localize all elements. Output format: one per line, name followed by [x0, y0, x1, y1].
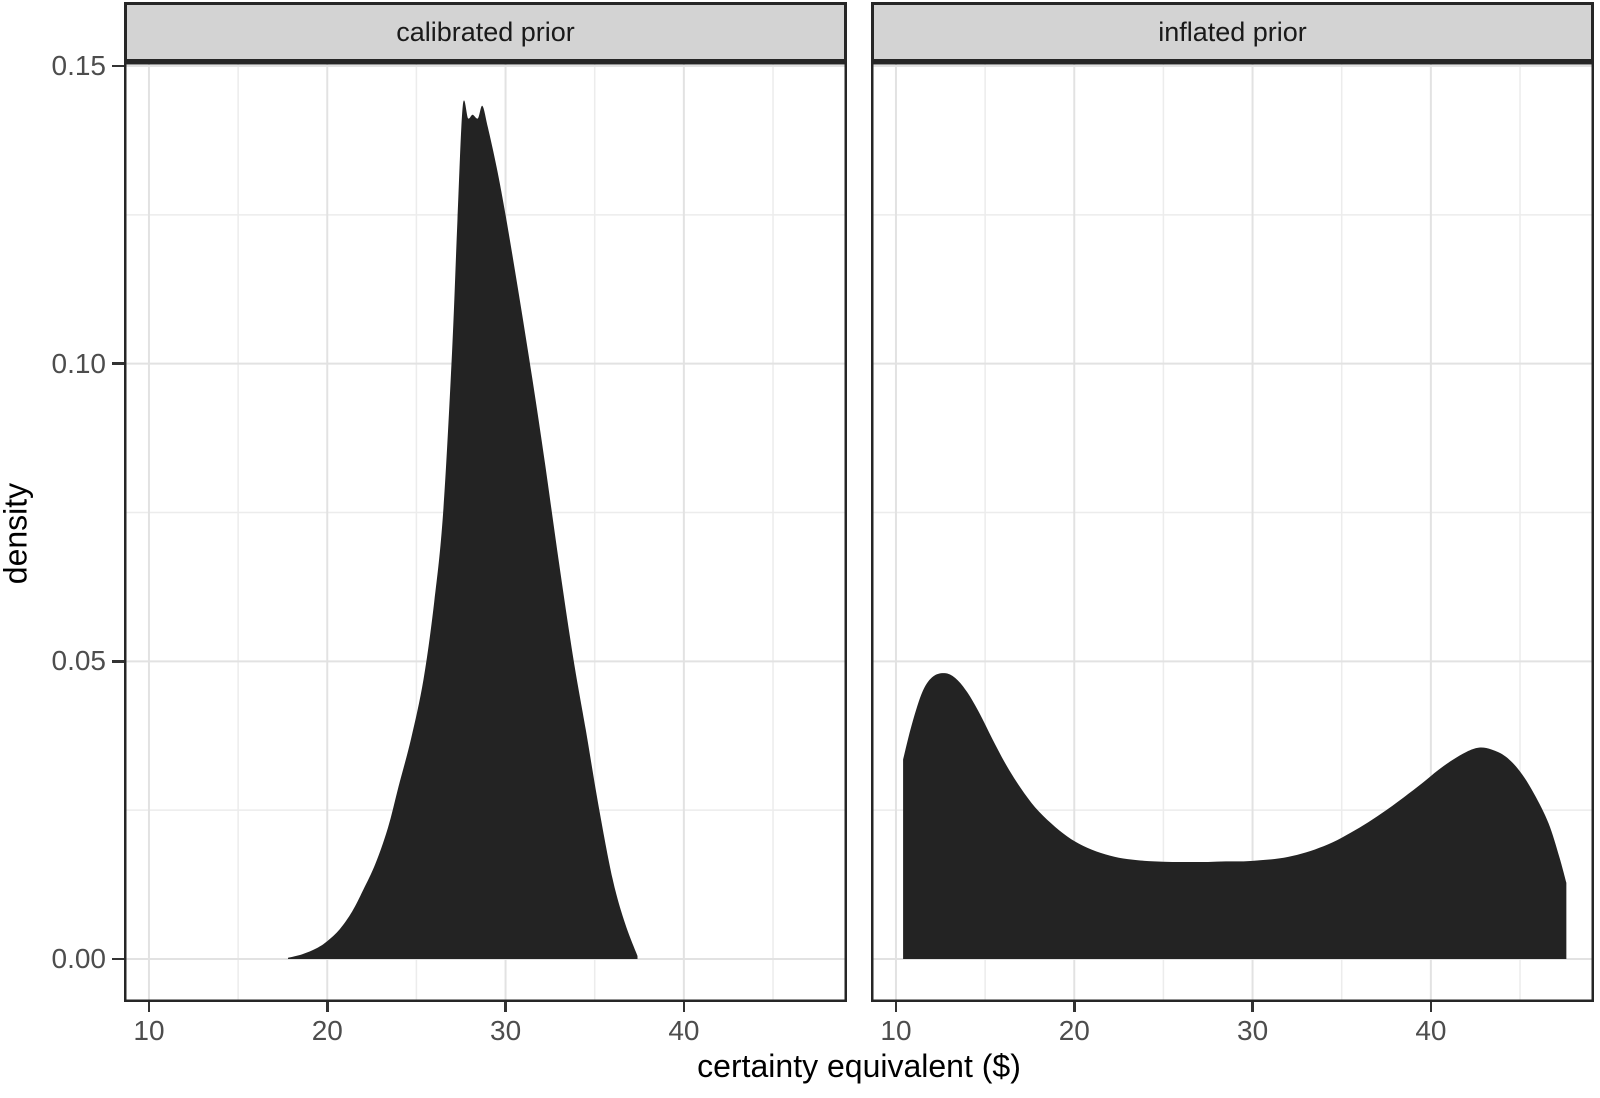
x-tick-label: 40 — [668, 1015, 700, 1046]
y-tick-label: 0.15 — [51, 50, 107, 81]
y-tick-label: 0.05 — [51, 645, 107, 677]
x-tick-label: 10 — [133, 1015, 165, 1046]
x-tick-mark — [326, 1002, 329, 1012]
facet-strip-calibrated-prior: calibrated prior — [124, 2, 847, 62]
x-tick-mark — [1429, 1002, 1433, 1012]
facet-inflated-prior: inflated prior — [871, 2, 1594, 1012]
density-area — [903, 673, 1567, 959]
density-panel-inflated-prior — [871, 62, 1594, 1002]
y-tick-mark — [112, 957, 124, 961]
y-tick-mark — [112, 64, 124, 68]
x-tick-mark — [682, 1002, 686, 1012]
y-tick-label: 0.00 — [51, 943, 107, 974]
x-axis-title: certainty equivalent ($) — [697, 1048, 1021, 1084]
y-tick-mark — [112, 362, 124, 365]
x-tick-label: 20 — [1058, 1015, 1090, 1046]
facet-strip-inflated-prior: inflated prior — [871, 2, 1594, 62]
panel-border — [124, 62, 847, 1002]
x-tick-mark — [504, 1002, 507, 1012]
x-tick-mark — [1073, 1002, 1076, 1012]
x-tick-label: 20 — [311, 1015, 343, 1046]
x-tick-mark — [1251, 1002, 1254, 1012]
facet-strip-label: calibrated prior — [396, 16, 575, 47]
x-tick-label: 30 — [490, 1015, 522, 1046]
density-panel-calibrated-prior — [124, 62, 847, 1002]
x-tick-label: 10 — [880, 1015, 912, 1046]
panel-border — [871, 62, 1594, 1002]
x-tick-mark — [894, 1002, 898, 1012]
facet-calibrated-prior: calibrated prior — [124, 2, 847, 1012]
density-area — [288, 100, 638, 959]
x-tick-label: 40 — [1415, 1015, 1447, 1046]
y-tick-mark — [112, 660, 124, 663]
x-tick-mark — [147, 1002, 151, 1012]
facet-strip-label: inflated prior — [1158, 16, 1307, 47]
x-tick-label: 30 — [1237, 1015, 1269, 1046]
y-tick-label: 0.10 — [51, 347, 107, 379]
y-axis-title: density — [0, 482, 34, 585]
